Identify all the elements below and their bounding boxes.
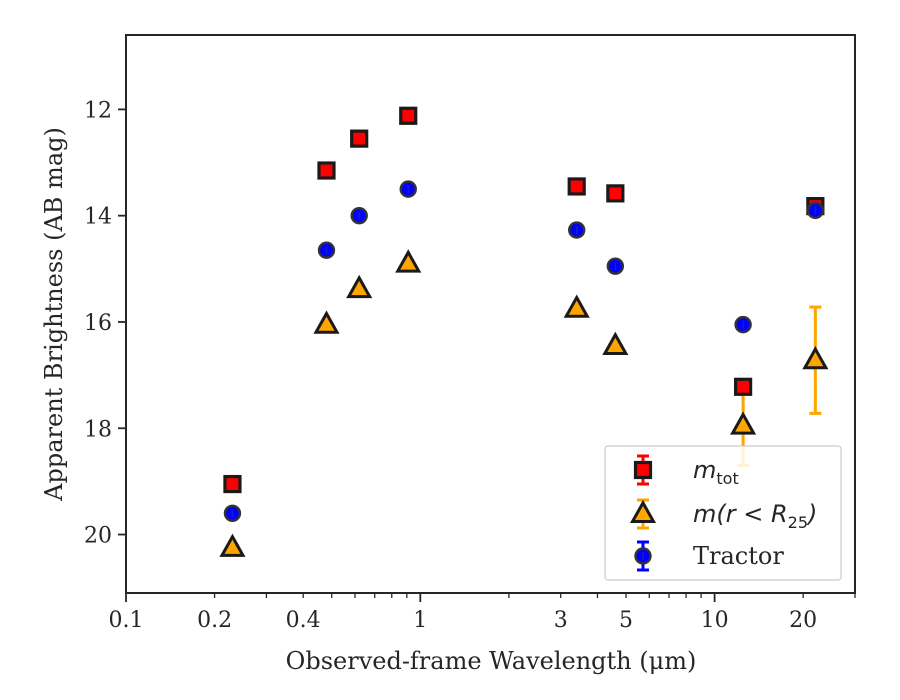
y-tick-label: 18	[84, 417, 112, 442]
y-tick-label: 20	[84, 524, 112, 549]
data-point-series-1-4	[399, 106, 418, 125]
legend-box	[604, 445, 842, 581]
data-point-series-1-6	[606, 184, 625, 203]
data-point-series-2-5	[563, 294, 590, 318]
data-point-series-2-4	[395, 249, 422, 273]
y-tick-label: 12	[84, 98, 112, 123]
data-point-series-2-8	[802, 346, 829, 370]
data-point-series-1-2	[317, 161, 336, 180]
data-point-series-2-7	[730, 411, 757, 435]
x-tick-label: 20	[789, 608, 817, 633]
x-tick-label: 1	[413, 608, 427, 633]
legend: mtot m(r < R25) Tractor	[604, 445, 842, 581]
data-point-series-1-7	[734, 377, 753, 396]
legend-marker-2	[629, 499, 657, 524]
x-tick-label: 10	[701, 608, 729, 633]
x-tick-label: 3	[554, 608, 568, 633]
x-tick-label: 0.4	[286, 608, 321, 633]
legend-marker-1	[633, 460, 653, 480]
data-point-series-1-1	[223, 474, 242, 494]
legend-label-2: m(r < R25)	[693, 500, 817, 532]
x-tick-label: 0.1	[109, 608, 144, 633]
data-point-series-1-3	[350, 129, 369, 148]
x-tick-label: 5	[619, 608, 633, 633]
legend-label-1: mtot	[693, 456, 739, 488]
data-point-series-2-3	[346, 274, 373, 299]
data-point-series-2-6	[602, 331, 629, 355]
y-tick-label: 16	[84, 311, 112, 336]
x-tick-label: 0.2	[197, 608, 232, 633]
data-point-series-2-2	[313, 310, 340, 334]
y-axis-label: Apparent Brightness (AB mag)	[40, 127, 68, 502]
axes: 0.1 0.2 0.4 1 3 5 10 20 12 14 16 18 20	[84, 34, 856, 633]
legend-label-3: Tractor	[693, 542, 784, 570]
x-axis-label: Observed-frame Wavelength (μm)	[286, 647, 697, 675]
data-point-series-1-5	[567, 177, 586, 196]
y-tick-label: 14	[84, 205, 112, 230]
plot-area	[219, 106, 829, 557]
plot-frame	[125, 34, 856, 594]
data-point-series-2-1	[219, 533, 246, 557]
